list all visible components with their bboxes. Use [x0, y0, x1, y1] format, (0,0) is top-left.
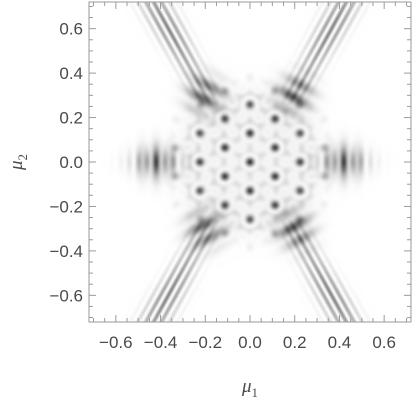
y-tick-label: 0.0 — [59, 153, 83, 172]
x-axis-subscript: 1 — [252, 385, 259, 400]
x-axis-title: μ1 — [241, 376, 258, 400]
x-tick-label: 0.4 — [328, 333, 352, 352]
y-axis-symbol: μ — [6, 160, 27, 171]
x-tick-label: 0.0 — [238, 333, 262, 352]
plot-area — [88, 1, 412, 323]
x-tick-label: 0.6 — [372, 333, 396, 352]
y-axis-title: μ2 — [6, 154, 30, 171]
y-tick-label: −0.4 — [49, 242, 83, 261]
heatmap-image — [89, 2, 411, 322]
y-axis-subscript: 2 — [15, 154, 30, 161]
y-tick-labels: 0.6 0.4 0.2 0.0 −0.2 −0.4 −0.6 — [49, 20, 83, 306]
y-tick-label: 0.6 — [59, 20, 83, 39]
y-tick-label: −0.6 — [49, 286, 83, 305]
x-tick-label: −0.6 — [99, 333, 133, 352]
x-tick-labels: −0.6 −0.4 −0.2 0.0 0.2 0.4 0.6 — [99, 333, 396, 352]
x-tick-label: −0.4 — [144, 333, 178, 352]
y-tick-label: 0.2 — [59, 109, 83, 128]
x-axis-symbol: μ — [241, 376, 252, 397]
x-tick-label: −0.2 — [188, 333, 222, 352]
y-tick-label: −0.2 — [49, 197, 83, 216]
ticks-group — [89, 2, 411, 322]
x-tick-label: 0.2 — [283, 333, 307, 352]
y-tick-label: 0.4 — [59, 64, 83, 83]
